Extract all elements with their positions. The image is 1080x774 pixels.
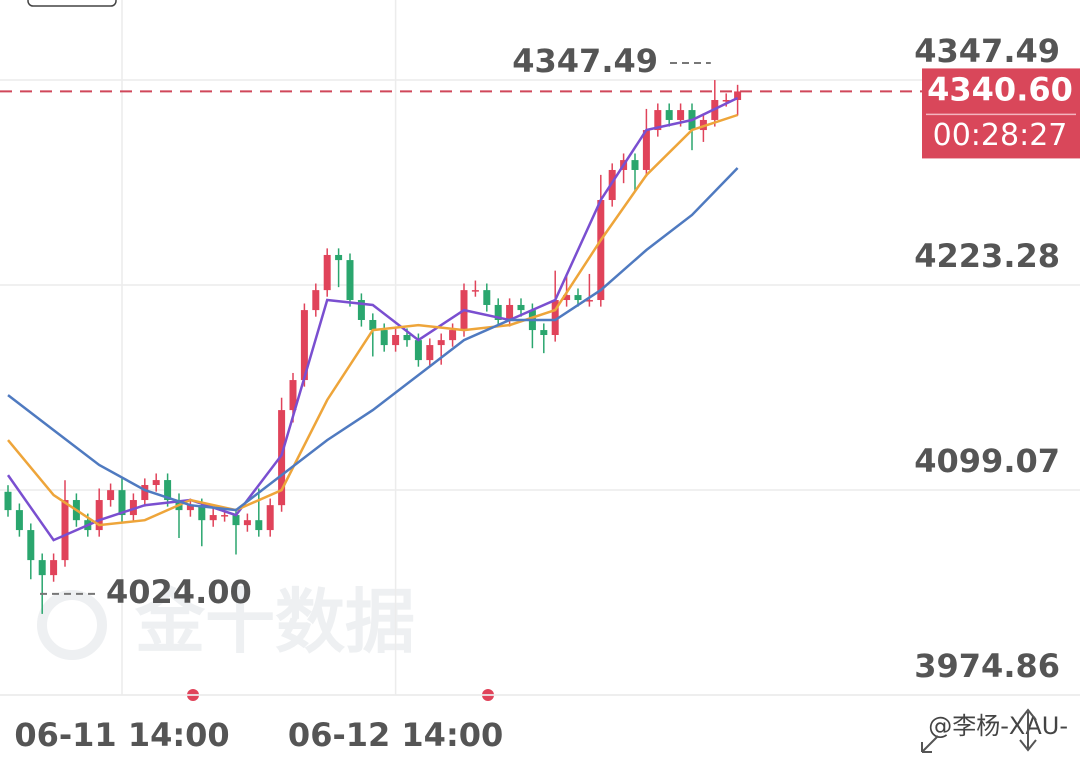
candle-body — [665, 110, 673, 120]
candle-body — [654, 110, 662, 131]
y-tick-label: 4223.28 — [914, 237, 1060, 275]
credit: @李杨-XAU- — [928, 712, 1068, 740]
candle-body — [494, 304, 502, 320]
candle-body — [631, 160, 639, 170]
candle-body — [255, 520, 263, 531]
candle-body — [266, 505, 274, 531]
candle-body — [50, 560, 58, 576]
candle-body — [312, 290, 320, 311]
candle-body — [38, 560, 46, 576]
candle-body — [141, 485, 149, 501]
candle-body — [403, 335, 411, 341]
candle-body — [551, 300, 559, 336]
candle-body — [563, 295, 571, 301]
candle-body — [585, 300, 593, 302]
candle-body — [209, 515, 217, 521]
candle-body — [278, 410, 286, 506]
candle-body — [597, 200, 605, 301]
candle-body — [323, 254, 331, 291]
candle-body — [734, 91, 742, 101]
candle-body — [437, 340, 445, 346]
candle-body — [107, 490, 115, 501]
candle-body — [517, 304, 525, 311]
candle-body — [483, 290, 491, 305]
candle-body — [198, 505, 206, 521]
candle-body — [186, 505, 194, 511]
candle-body — [677, 110, 685, 120]
min-marker-label: 4024.00 — [106, 573, 252, 611]
candle-body — [380, 330, 388, 346]
candle-body — [642, 130, 650, 170]
last-price-label: 4340.60 — [927, 70, 1073, 108]
candle-body — [152, 480, 160, 486]
y-tick-label: 3974.86 — [914, 647, 1060, 685]
candle-body — [608, 169, 616, 201]
max-marker-label: 4347.49 — [512, 42, 658, 80]
y-tick-label: 4099.07 — [914, 442, 1060, 480]
candle-body — [289, 380, 297, 411]
watermark-logo — [37, 590, 107, 660]
candle-body — [369, 319, 377, 331]
last-price-box — [922, 68, 1080, 159]
candle-body — [357, 300, 365, 320]
candle-body — [61, 500, 69, 561]
candle-body — [221, 515, 229, 517]
moving-average-line — [6, 96, 739, 542]
top-button-edge[interactable] — [27, 0, 117, 7]
watermark: 金十数据 — [37, 581, 415, 663]
candle-body — [574, 295, 582, 301]
candle-body — [414, 340, 422, 361]
candle-body — [118, 490, 126, 516]
y-tick-label: 4347.49 — [914, 32, 1060, 70]
candle-body — [15, 510, 23, 531]
countdown: 00:28:27 — [933, 118, 1068, 153]
watermark-text: 金十数据 — [134, 581, 415, 663]
candle-body — [300, 310, 308, 381]
candle-body — [506, 304, 514, 320]
candle-body — [95, 500, 103, 531]
candle-body — [129, 500, 137, 516]
moving-average-line — [7, 113, 738, 527]
candle-body — [243, 520, 251, 526]
candle-body — [471, 290, 479, 292]
candle-body — [27, 530, 35, 561]
candle-body — [346, 260, 354, 301]
candle-body — [449, 330, 457, 341]
candle-body — [232, 515, 240, 526]
candle-body — [164, 480, 172, 501]
candle-body — [722, 100, 730, 102]
candle-body — [392, 335, 400, 346]
expand-icon[interactable] — [921, 735, 939, 753]
candle-body — [426, 345, 434, 361]
candle-body — [335, 254, 343, 261]
scale-icon[interactable] — [1019, 708, 1037, 752]
x-tick-label: 06-12 14:00 — [288, 716, 503, 754]
moving-average-line — [7, 167, 739, 512]
candle-body — [4, 491, 12, 511]
x-tick-label: 06-11 14:00 — [14, 716, 229, 754]
candle-body — [540, 330, 548, 336]
